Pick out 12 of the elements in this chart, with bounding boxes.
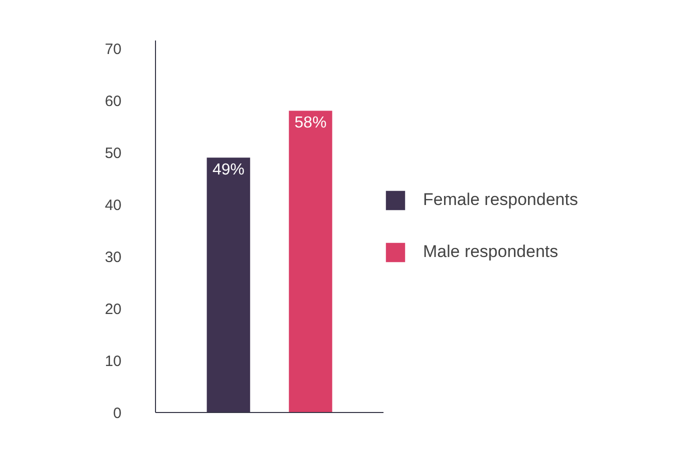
y-tick-label: 20	[104, 300, 122, 318]
y-tick-label: 40	[104, 196, 122, 214]
y-tick-label: 70	[104, 40, 122, 58]
y-tick-label: 10	[104, 352, 122, 370]
y-tick-label: 60	[104, 92, 122, 110]
y-tick-label: 50	[104, 144, 122, 162]
legend-label: Female respondents	[423, 190, 578, 210]
legend-label: Male respondents	[423, 242, 558, 262]
data-label: 58%	[294, 114, 327, 132]
y-tick-label: 0	[113, 405, 122, 422]
data-label: 49%	[212, 162, 244, 179]
y-tick-label: 30	[104, 248, 122, 266]
